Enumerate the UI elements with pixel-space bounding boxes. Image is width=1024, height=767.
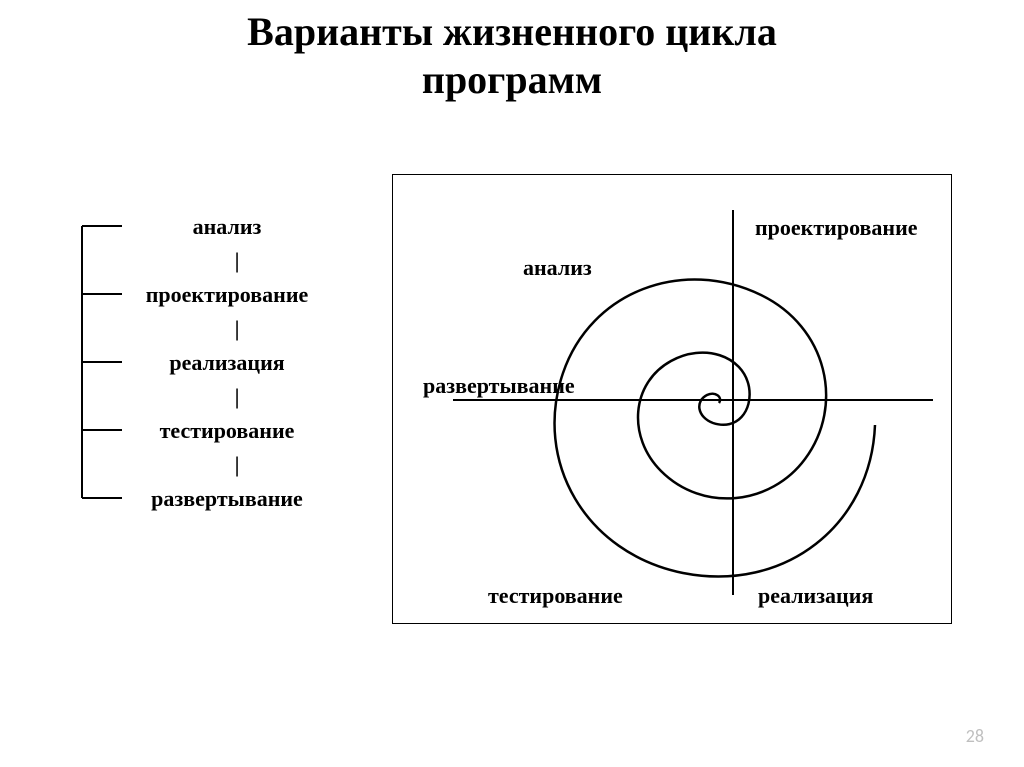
- waterfall-item-deployment: развертывание: [127, 486, 327, 512]
- spiral-label-deployment: развертывание: [423, 373, 575, 399]
- waterfall-item-analysis: анализ: [127, 214, 327, 240]
- spiral-label-testing: тестирование: [488, 583, 623, 609]
- waterfall-dash: |: [232, 248, 242, 274]
- waterfall-item-testing: тестирование: [127, 418, 327, 444]
- spiral-label-analysis: анализ: [523, 255, 592, 281]
- spiral-label-design: проектирование: [755, 215, 918, 241]
- slide-title: Варианты жизненного цикла программ: [0, 0, 1024, 104]
- spiral-diagram: анализ проектирование развертывание тест…: [392, 174, 952, 624]
- waterfall-dash: |: [232, 316, 242, 342]
- title-line2: программ: [0, 56, 1024, 104]
- waterfall-diagram: анализ | проектирование | реализация | т…: [72, 214, 352, 594]
- title-line1: Варианты жизненного цикла: [0, 8, 1024, 56]
- waterfall-item-implementation: реализация: [127, 350, 327, 376]
- spiral-path-icon: [555, 279, 875, 576]
- spiral-label-implementation: реализация: [758, 583, 873, 609]
- waterfall-item-design: проектирование: [127, 282, 327, 308]
- page-number: 28: [966, 725, 984, 747]
- content-area: анализ | проектирование | реализация | т…: [0, 174, 1024, 624]
- waterfall-bracket-icon: [72, 214, 132, 574]
- waterfall-dash: |: [232, 384, 242, 410]
- spiral-svg: [393, 175, 953, 625]
- waterfall-dash: |: [232, 452, 242, 478]
